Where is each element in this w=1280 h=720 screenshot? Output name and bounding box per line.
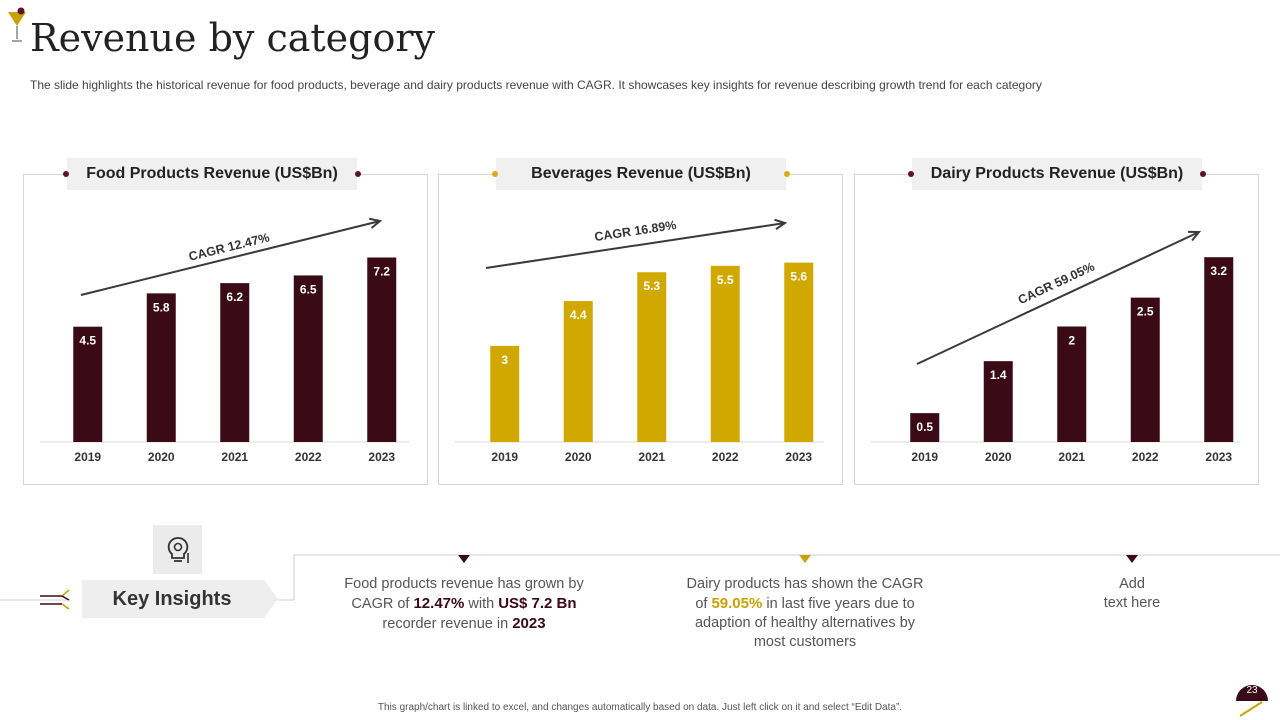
- x-tick-label: 2020: [148, 450, 175, 464]
- bar-data-label: 0.5: [916, 420, 933, 434]
- page-subtitle: The slide highlights the historical reve…: [30, 78, 1042, 92]
- lightbulb-gear-icon: [167, 536, 189, 563]
- title-dot-icon: [908, 171, 914, 177]
- bar: [146, 293, 176, 442]
- cagr-arrowhead-icon: [1187, 230, 1202, 242]
- x-tick-label: 2021: [221, 450, 248, 464]
- page-number: 23: [1246, 685, 1258, 696]
- x-tick-label: 2019: [74, 450, 101, 464]
- key-insights-label-box: Key Insights: [82, 580, 278, 618]
- x-tick-label: 2019: [491, 450, 518, 464]
- insights-icon-box: [153, 525, 202, 574]
- insight-food: Food products revenue has grown by CAGR …: [344, 576, 584, 632]
- bar-data-label: 7.2: [373, 265, 390, 279]
- x-tick-label: 2020: [565, 450, 592, 464]
- bar-data-label: 5.5: [717, 273, 734, 287]
- bar: [563, 301, 593, 442]
- insight-marker-icon: [1126, 555, 1138, 563]
- bar: [1130, 297, 1160, 442]
- insight-placeholder[interactable]: Add text here: [1103, 576, 1161, 611]
- cagr-arrowhead-icon: [369, 217, 383, 229]
- x-tick-label: 2020: [985, 450, 1012, 464]
- cagr-arrow-line: [485, 222, 786, 269]
- bar: [910, 413, 940, 442]
- bar-data-label: 3.2: [1210, 264, 1227, 278]
- x-tick-label: 2022: [712, 450, 739, 464]
- x-tick-label: 2022: [1132, 450, 1159, 464]
- dairy-chart-title: Dairy Products Revenue (US$Bn): [908, 158, 1206, 190]
- title-dot-icon: [784, 171, 790, 177]
- page-title: Revenue by category: [30, 16, 435, 60]
- dairy-chart-title-text: Dairy Products Revenue (US$Bn): [930, 165, 1184, 182]
- bar: [73, 326, 103, 442]
- bar-data-label: 5.8: [153, 300, 170, 314]
- title-dot-icon: [492, 171, 498, 177]
- bar-data-label: 5.6: [790, 270, 807, 284]
- x-tick-label: 2023: [368, 450, 395, 464]
- bar-data-label: 3: [501, 353, 508, 367]
- x-tick-label: 2021: [638, 450, 665, 464]
- bar: [983, 361, 1013, 442]
- insight-marker-icon: [799, 555, 811, 563]
- key-insights-label: Key Insights: [112, 588, 232, 610]
- insight-marker-icon: [458, 555, 470, 563]
- bar-data-label: 2: [1068, 334, 1075, 348]
- title-dot-icon: [63, 171, 69, 177]
- bar-data-label: 4.4: [570, 308, 587, 322]
- beverages-chart-panel: 3 2019 4.4 2020 5.3 2021 5.5 2022 5.6 2023 CAGR 16…: [438, 174, 843, 485]
- title-dot-icon: [355, 171, 361, 177]
- cagr-arrow-line: [80, 220, 381, 296]
- cagr-arrow-line: [916, 231, 1200, 365]
- bar: [1057, 326, 1087, 442]
- food-chart-title-text: Food Products Revenue (US$Bn): [86, 165, 338, 182]
- footer-note: This graph/chart is linked to excel, and…: [377, 702, 903, 713]
- bar-data-label: 2.5: [1137, 305, 1154, 319]
- title-dot-icon: [1200, 171, 1206, 177]
- beverages-chart-title: Beverages Revenue (US$Bn): [492, 158, 790, 190]
- bar-data-label: 6.2: [226, 290, 243, 304]
- food-chart-title: Food Products Revenue (US$Bn): [63, 158, 361, 190]
- x-tick-label: 2021: [1058, 450, 1085, 464]
- bar: [490, 345, 520, 442]
- cocktail-logo-icon: [8, 7, 26, 42]
- x-tick-label: 2019: [911, 450, 938, 464]
- x-tick-label: 2023: [785, 450, 812, 464]
- bar-data-label: 1.4: [990, 368, 1007, 382]
- beverages-chart-title-text: Beverages Revenue (US$Bn): [531, 165, 751, 182]
- x-tick-label: 2022: [295, 450, 322, 464]
- food-revenue-chart: 4.520195.820206.220216.520227.22023CAGR …: [40, 217, 409, 464]
- x-tick-label: 2023: [1205, 450, 1232, 464]
- bar: [637, 272, 667, 442]
- bar: [784, 262, 814, 442]
- bar: [293, 275, 323, 442]
- dairy-chart-panel: 0.5 2019 1.4 2020 2 2021 2.5 2022 3.2 2023 CAGR 59…: [854, 174, 1259, 485]
- bar: [367, 257, 397, 442]
- bar: [220, 283, 250, 442]
- bar-data-label: 6.5: [300, 282, 317, 296]
- bar-data-label: 4.5: [79, 334, 96, 348]
- cagr-arrowhead-icon: [774, 218, 788, 231]
- insight-dairy: Dairy products has shown the CAGR of 59.…: [686, 576, 924, 650]
- bar: [1204, 257, 1234, 442]
- bar-data-label: 5.3: [643, 279, 660, 293]
- bar: [710, 265, 740, 442]
